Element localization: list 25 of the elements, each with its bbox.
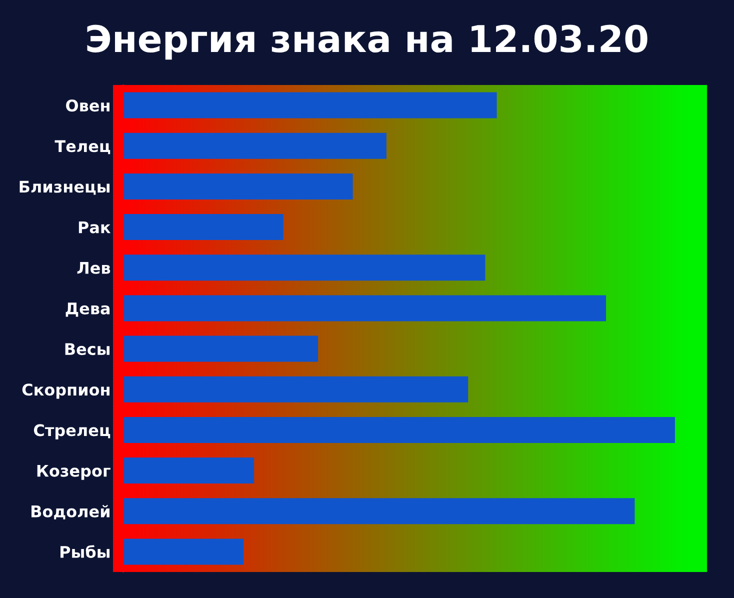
- y-tick-label: Весы: [65, 343, 110, 356]
- y-tick-label: Козерог: [37, 464, 110, 480]
- chart-title: Энергия знака на 12.03.20: [87, 24, 648, 60]
- bar: [123, 416, 675, 443]
- bar: [123, 254, 486, 281]
- bar: [123, 458, 254, 484]
- y-tick-label: Рыбы: [60, 545, 110, 558]
- bar: [123, 538, 244, 565]
- bar: [123, 92, 497, 118]
- y-tick-label: Скорпион: [22, 384, 110, 399]
- bar: [123, 336, 318, 362]
- y-tick-label: Дева: [66, 302, 110, 317]
- y-tick-label: Рак: [78, 221, 111, 234]
- y-tick-label: Телец: [54, 140, 110, 154]
- bar: [123, 173, 353, 200]
- bar: [123, 214, 284, 240]
- y-tick-label: Близнецы: [20, 180, 110, 195]
- y-tick-label: Водолей: [32, 504, 110, 520]
- bar: [123, 376, 468, 402]
- y-tick-label: Лев: [77, 262, 110, 274]
- bar: [123, 498, 635, 524]
- bar: [123, 132, 386, 159]
- y-tick-label: Овен: [66, 100, 110, 112]
- y-tick-label: Стрелец: [34, 424, 110, 440]
- bar: [123, 295, 606, 322]
